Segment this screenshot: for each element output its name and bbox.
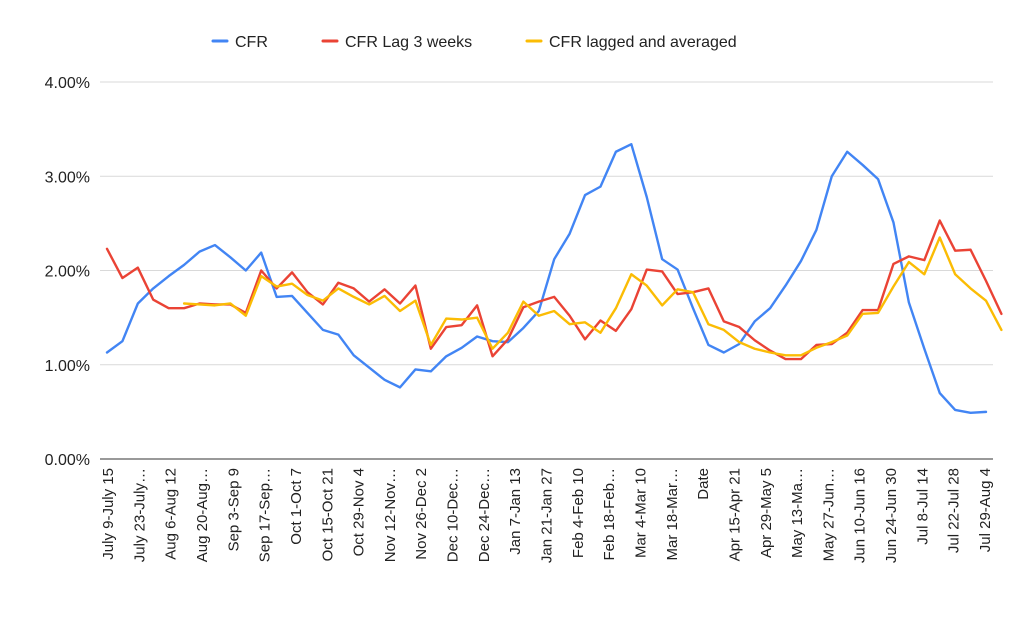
series-lines xyxy=(105,143,1003,415)
legend-label: CFR xyxy=(235,34,268,51)
y-tick-label: 0.00% xyxy=(45,452,90,469)
x-tick-label: Aug 6-Aug 12 xyxy=(163,468,180,560)
x-tick-label: Jun 24-Jun 30 xyxy=(883,468,900,563)
legend-label: CFR lagged and averaged xyxy=(549,34,737,51)
x-tick-label: Nov 26-Dec 2 xyxy=(413,468,430,560)
x-tick-labels: July 9-July 15 July 23-July… Aug 6-Aug 12 A… xyxy=(100,468,994,563)
x-tick-label: Jan 21-Jan 27 xyxy=(539,468,556,563)
y-tick-label: 3.00% xyxy=(45,169,90,186)
x-tick-label: Jul 29-Aug 4 xyxy=(977,468,994,552)
x-tick-label: Sep 3-Sep 9 xyxy=(225,468,242,551)
y-tick-label: 1.00% xyxy=(45,358,90,375)
legend-item: CFR xyxy=(211,34,268,51)
y-tick-label: 4.00% xyxy=(45,75,90,92)
x-tick-label: July 9-July 15 xyxy=(100,468,117,560)
x-tick-label: Oct 1-Oct 7 xyxy=(288,468,305,545)
x-tick-label: Jun 10-Jun 16 xyxy=(852,468,869,563)
gridlines xyxy=(100,81,993,366)
x-tick-label: July 23-July… xyxy=(131,468,148,562)
series-line-cfr-lag-3-weeks xyxy=(105,219,1003,361)
x-tick-label: May 27-Jun… xyxy=(820,468,837,561)
x-tick-label: Jul 22-Jul 28 xyxy=(946,468,963,553)
x-tick-label: Apr 15-Apr 21 xyxy=(726,468,743,561)
series-line-cfr-lagged-and-averaged xyxy=(182,236,1003,357)
x-tick-label: Jan 7-Jan 13 xyxy=(507,468,524,555)
x-tick-label: Jul 8-Jul 14 xyxy=(914,468,931,545)
x-tick-label: Oct 15-Oct 21 xyxy=(319,468,336,561)
x-tick-label: Mar 4-Mar 10 xyxy=(632,468,649,558)
x-tick-label: Dec 10-Dec… xyxy=(445,468,462,562)
series-line-cfr xyxy=(105,143,988,415)
x-tick-label: May 13-Ma… xyxy=(789,468,806,558)
x-tick-label: Date xyxy=(695,468,712,500)
legend-item: CFR lagged and averaged xyxy=(525,34,737,51)
x-tick-label: Apr 29-May 5 xyxy=(758,468,775,558)
x-tick-label: Nov 12-Nov… xyxy=(382,468,399,562)
x-tick-label: Sep 17-Sep… xyxy=(257,468,274,562)
x-tick-label: Mar 18-Mar… xyxy=(664,468,681,561)
x-tick-label: Dec 24-Dec… xyxy=(476,468,493,562)
x-tick-label: Oct 29-Nov 4 xyxy=(351,468,368,556)
legend: CFR CFR Lag 3 weeks CFR lagged and average… xyxy=(211,34,737,51)
legend-label: CFR Lag 3 weeks xyxy=(345,34,472,51)
y-axis: 0.00% 1.00% 2.00% 3.00% 4.00% xyxy=(45,75,90,469)
y-tick-label: 2.00% xyxy=(45,264,90,281)
x-tick-label: Aug 20-Aug… xyxy=(194,468,211,562)
legend-item: CFR Lag 3 weeks xyxy=(321,34,472,51)
x-tick-label: Feb 18-Feb… xyxy=(601,468,618,561)
x-tick-label: Feb 4-Feb 10 xyxy=(570,468,587,558)
